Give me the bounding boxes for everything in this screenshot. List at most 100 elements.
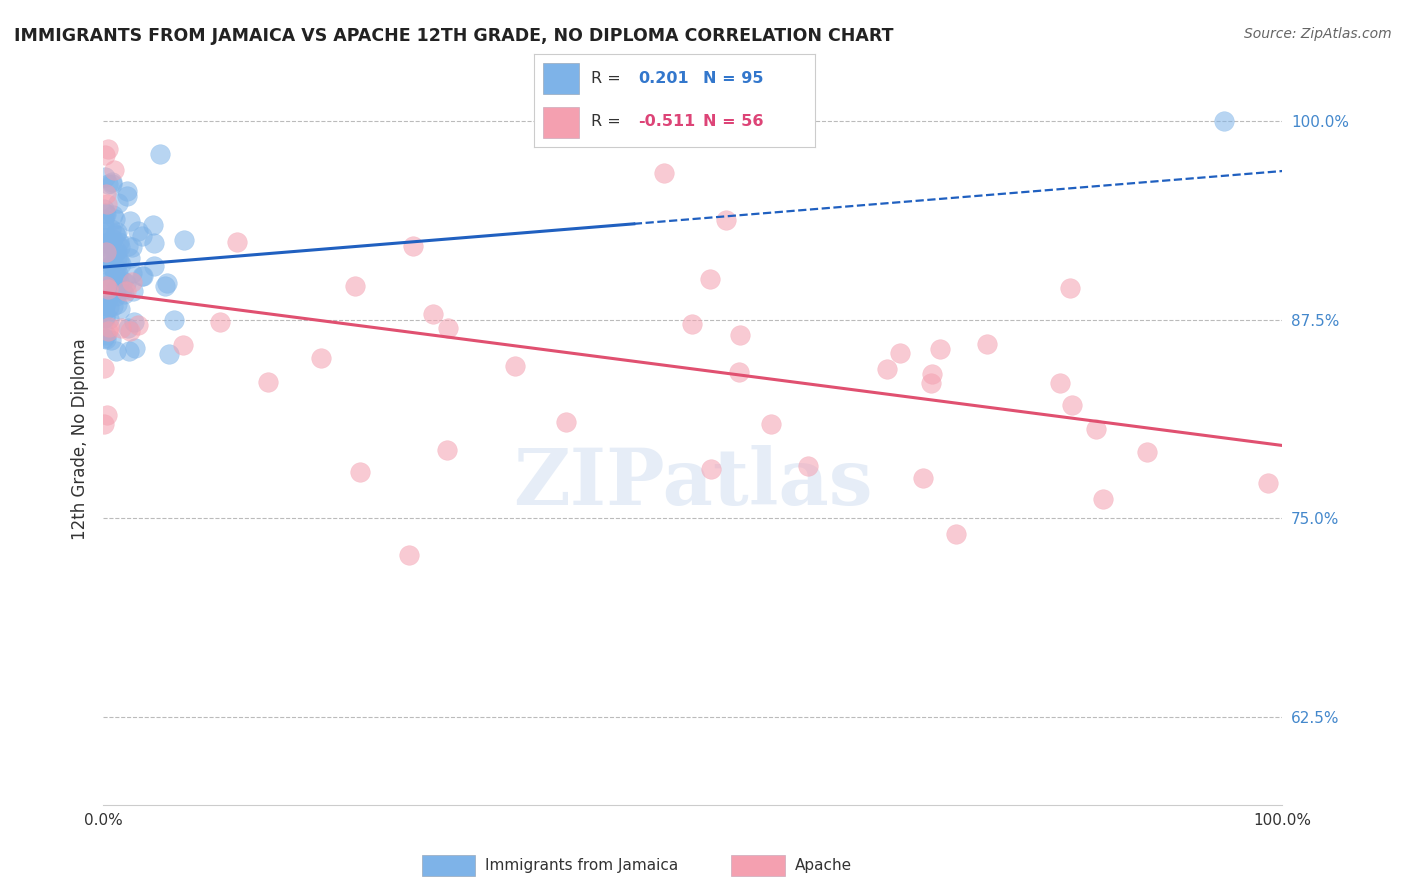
Point	[97, 300, 120, 314]
Point	[108, 275, 131, 289]
Point	[402, 238, 425, 252]
Point	[93, 218, 115, 232]
Point	[104, 289, 127, 303]
Point	[94, 186, 117, 201]
Text: Immigrants from Jamaica: Immigrants from Jamaica	[485, 858, 678, 872]
Point	[93, 287, 115, 301]
Point	[131, 229, 153, 244]
Point	[97, 291, 120, 305]
Point	[93, 361, 115, 376]
Point	[105, 227, 128, 242]
Point	[153, 278, 176, 293]
Point	[108, 253, 131, 268]
Y-axis label: 12th Grade, No Diploma: 12th Grade, No Diploma	[72, 338, 89, 540]
Point	[127, 318, 149, 332]
Point	[110, 257, 132, 271]
Point	[797, 459, 820, 474]
Point	[96, 197, 118, 211]
Point	[172, 338, 194, 352]
Point	[96, 207, 118, 221]
Point	[91, 298, 114, 312]
Point	[436, 443, 458, 458]
Point	[121, 275, 143, 289]
Point	[127, 224, 149, 238]
Point	[107, 268, 129, 282]
Point	[94, 310, 117, 325]
Point	[108, 240, 131, 254]
Point	[100, 250, 122, 264]
Point	[104, 212, 127, 227]
Point	[93, 249, 115, 263]
Point	[889, 346, 911, 360]
Point	[96, 235, 118, 250]
Text: R =: R =	[591, 114, 620, 129]
Point	[105, 297, 128, 311]
Point	[104, 227, 127, 241]
Point	[156, 277, 179, 291]
Point	[96, 245, 118, 260]
Point	[1059, 281, 1081, 295]
Point	[98, 319, 121, 334]
Point	[1212, 113, 1234, 128]
Point	[94, 298, 117, 312]
Point	[920, 376, 942, 390]
Point	[101, 208, 124, 222]
Point	[110, 320, 132, 334]
Point	[700, 462, 723, 476]
Point	[93, 417, 115, 431]
Point	[96, 408, 118, 422]
Point	[117, 321, 139, 335]
Point	[257, 376, 280, 390]
Point	[716, 213, 738, 227]
Point	[114, 286, 136, 301]
Point	[142, 218, 165, 232]
Point	[94, 293, 117, 307]
Point	[149, 146, 172, 161]
Point	[118, 324, 141, 338]
Point	[107, 196, 129, 211]
Point	[94, 310, 117, 325]
Point	[94, 170, 117, 185]
Point	[103, 283, 125, 297]
Point	[349, 465, 371, 479]
Point	[945, 527, 967, 541]
Point	[100, 258, 122, 272]
Text: N = 95: N = 95	[703, 71, 763, 87]
Point	[681, 317, 703, 331]
Point	[94, 332, 117, 346]
Point	[93, 303, 115, 318]
Point	[976, 337, 998, 351]
Point	[93, 212, 115, 227]
Point	[104, 244, 127, 259]
Text: N = 56: N = 56	[703, 114, 763, 129]
Point	[209, 315, 232, 329]
Point	[554, 415, 576, 429]
Text: ZIPatlas: ZIPatlas	[513, 445, 873, 521]
Point	[98, 259, 121, 273]
Point	[143, 259, 166, 273]
Point	[173, 233, 195, 247]
Text: Apache: Apache	[794, 858, 852, 872]
Point	[132, 268, 155, 283]
Point	[97, 142, 120, 156]
Point	[876, 361, 898, 376]
Point	[118, 344, 141, 359]
FancyBboxPatch shape	[543, 107, 579, 138]
Point	[1049, 376, 1071, 391]
Point	[103, 162, 125, 177]
Point	[100, 333, 122, 347]
Point	[100, 235, 122, 249]
Point	[652, 166, 675, 180]
Point	[94, 239, 117, 253]
Point	[120, 251, 142, 265]
Point	[105, 225, 128, 239]
Point	[111, 274, 134, 288]
Point	[117, 239, 139, 253]
Point	[94, 268, 117, 283]
Point	[921, 367, 943, 381]
Point	[117, 184, 139, 198]
Point	[98, 279, 121, 293]
FancyBboxPatch shape	[543, 63, 579, 94]
Point	[94, 279, 117, 293]
Point	[100, 222, 122, 236]
